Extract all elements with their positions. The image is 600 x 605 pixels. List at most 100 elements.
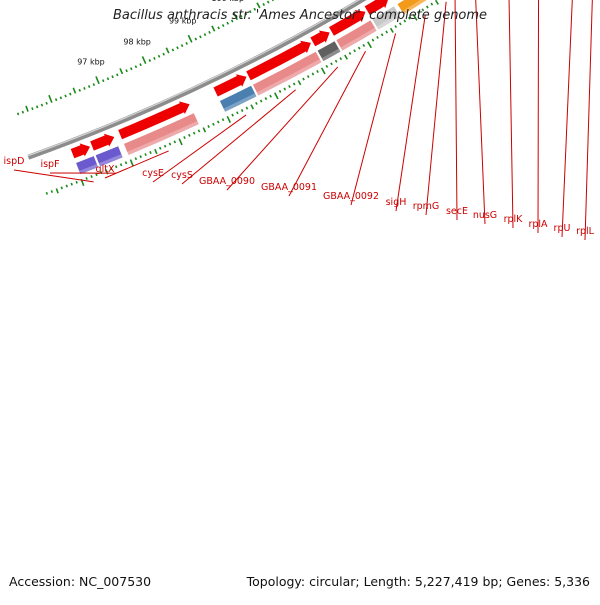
outer-tick <box>145 153 146 155</box>
scale-tick <box>22 111 23 113</box>
scale-tick <box>159 55 160 57</box>
outer-tick <box>386 31 387 33</box>
outer-tick <box>317 70 318 72</box>
scale-tick <box>126 70 127 72</box>
scale-tick <box>32 107 33 109</box>
gene-leader <box>562 0 576 237</box>
scale-label: 98 kbp <box>123 38 151 47</box>
scale-tick <box>93 83 94 85</box>
outer-tick <box>169 143 170 145</box>
scale-tick <box>188 35 191 42</box>
outer-tick <box>289 85 290 87</box>
scale-label: 97 kbp <box>77 57 105 66</box>
scale-tick <box>166 48 169 53</box>
outer-tick <box>284 88 285 90</box>
outer-tick <box>436 0 439 4</box>
scale-tick <box>89 85 90 87</box>
outer-tick <box>189 134 190 136</box>
scale-label: 100 kbp <box>211 0 244 3</box>
scale-tick <box>154 57 155 59</box>
gene-label: rplA <box>528 219 548 230</box>
gene-leader <box>426 2 446 215</box>
outer-tick <box>203 128 205 133</box>
outer-tick <box>56 189 58 194</box>
outer-tick <box>227 116 230 122</box>
gene-label: GBAA_0091 <box>261 182 317 193</box>
outer-tick <box>130 160 133 166</box>
scale-tick <box>117 74 118 76</box>
scale-tick <box>112 76 113 78</box>
outer-tick <box>345 55 347 59</box>
scale-tick <box>70 93 71 95</box>
scale-tick <box>212 26 215 31</box>
gene-label: cysE <box>142 168 164 179</box>
gene-label: sigH <box>386 197 407 208</box>
scale-tick <box>223 24 224 26</box>
outer-tick <box>340 58 341 60</box>
outer-tick <box>279 90 280 92</box>
outer-tick <box>61 187 62 189</box>
outer-tick <box>256 102 257 104</box>
outer-tick <box>135 158 136 160</box>
outer-tick <box>150 151 151 153</box>
scale-tick <box>56 98 57 100</box>
gene-label: rplK <box>504 214 524 225</box>
outer-tick <box>336 60 337 62</box>
scale-tick <box>142 56 145 63</box>
outer-tick <box>322 68 325 74</box>
scale-tick <box>107 78 108 80</box>
gene-arrow <box>310 30 329 46</box>
scale-tick <box>103 80 104 82</box>
gene-leader <box>396 15 425 211</box>
gene-label: ispF <box>40 159 59 170</box>
outer-tick <box>303 78 304 80</box>
genome-summary-label: Topology: circular; Length: 5,227,419 bp… <box>247 574 590 589</box>
outer-tick <box>71 183 72 185</box>
scale-tick <box>163 53 164 55</box>
outer-tick <box>121 164 122 166</box>
outer-tick <box>86 177 87 179</box>
outer-tick <box>261 100 262 102</box>
outer-tick <box>431 3 432 5</box>
gene-leader <box>538 0 539 233</box>
accession-label: Accession: NC_007530 <box>9 574 151 589</box>
scale-tick <box>268 1 269 3</box>
gene-leader <box>508 0 513 228</box>
outer-tick <box>359 47 360 49</box>
outer-tick <box>381 34 382 36</box>
outer-tick <box>391 28 394 32</box>
scale-tick <box>120 68 122 74</box>
outer-tick <box>232 114 233 116</box>
scale-tick <box>60 97 61 99</box>
outer-tick <box>218 121 219 123</box>
outer-tick <box>363 44 364 46</box>
scale-tick <box>84 87 85 89</box>
outer-tick <box>294 83 295 85</box>
outer-tick <box>126 162 127 164</box>
outer-tick <box>198 130 199 132</box>
outer-tick <box>246 107 247 109</box>
scale-tick <box>195 38 196 40</box>
scale-tick <box>131 68 132 70</box>
outer-tick <box>51 190 52 192</box>
scale-tick <box>177 47 178 49</box>
scale-tick <box>204 33 205 35</box>
scale-tick <box>96 76 99 83</box>
outer-tick <box>265 98 266 100</box>
scale-tick <box>182 44 183 46</box>
outer-tick <box>165 145 166 147</box>
outer-tick <box>46 192 47 194</box>
outer-tick <box>354 50 355 52</box>
outer-tick <box>372 39 373 41</box>
scale-tick <box>18 113 19 115</box>
scale-tick <box>37 106 38 108</box>
gene-label: cysS <box>171 170 193 181</box>
outer-tick <box>179 139 182 145</box>
outer-tick <box>395 25 396 27</box>
outer-tick <box>91 175 92 177</box>
scale-tick <box>263 3 264 5</box>
scale-tick <box>49 95 52 102</box>
gene-arrow <box>90 134 114 151</box>
gene-leader <box>153 115 246 182</box>
scale-tick <box>140 64 141 66</box>
